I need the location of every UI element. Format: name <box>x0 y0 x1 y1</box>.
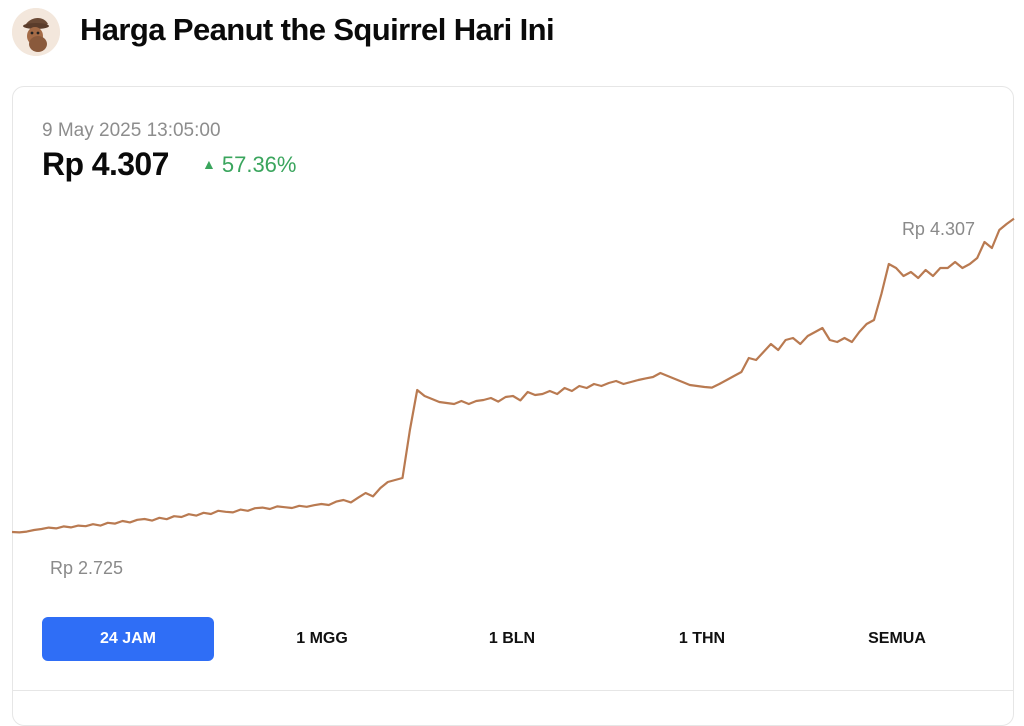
range-button-1-mgg[interactable]: 1 MGG <box>296 630 348 647</box>
price-change: ▲ 57.36% <box>202 152 296 178</box>
current-price: Rp 4.307 <box>42 146 169 182</box>
chart-low-label: Rp 2.725 <box>50 558 123 578</box>
range-button-24-jam[interactable]: 24 JAM <box>42 617 214 661</box>
squirrel-logo-icon <box>12 8 60 56</box>
card-divider <box>12 690 1014 691</box>
range-button-semua[interactable]: SEMUA <box>868 630 926 647</box>
time-range-selector: 24 JAM 1 MGG 1 BLN 1 THN SEMUA <box>42 617 1002 661</box>
price-series-line <box>11 217 1015 534</box>
range-button-1-bln[interactable]: 1 BLN <box>488 630 536 647</box>
page-title: Harga Peanut the Squirrel Hari Ini <box>80 12 555 47</box>
price-timestamp: 9 May 2025 13:05:00 <box>42 120 221 141</box>
chart-high-label: Rp 4.307 <box>902 219 975 239</box>
page-header: Harga Peanut the Squirrel Hari Ini <box>0 0 1024 64</box>
up-arrow-icon: ▲ <box>202 156 216 172</box>
price-change-value: 57.36% <box>221 152 297 177</box>
range-button-1-thn[interactable]: 1 THN <box>678 630 726 647</box>
price-chart: Rp 4.307 Rp 2.725 <box>11 217 1015 578</box>
